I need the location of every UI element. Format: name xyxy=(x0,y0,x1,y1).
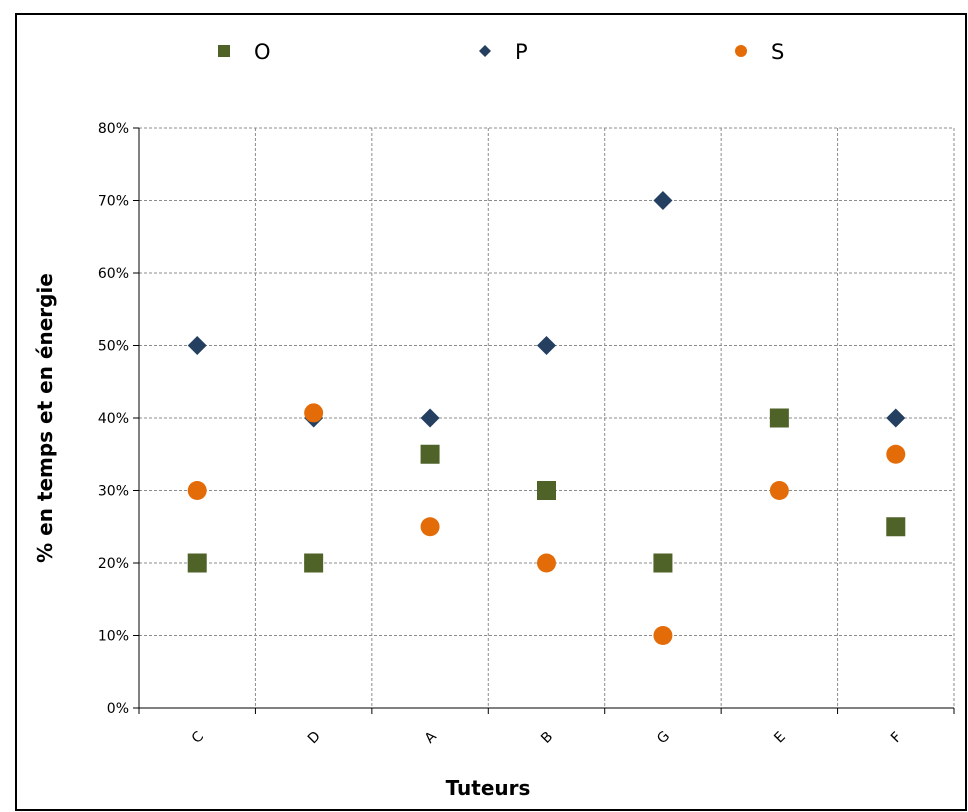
point-p xyxy=(420,408,440,428)
x-axis-title: Tuteurs xyxy=(446,776,531,800)
point-s xyxy=(886,444,906,464)
legend-marker-o xyxy=(218,45,230,57)
point-s xyxy=(537,553,556,573)
y-tick-label: 30% xyxy=(98,484,129,500)
point-o xyxy=(537,481,556,500)
y-tick-label: 60% xyxy=(98,266,129,282)
y-tick-label: 20% xyxy=(98,556,129,572)
point-p xyxy=(653,191,673,210)
y-tick-label: 70% xyxy=(98,194,129,210)
point-o xyxy=(653,553,673,573)
point-p xyxy=(537,336,556,355)
point-o xyxy=(886,517,906,537)
point-s xyxy=(304,403,324,423)
point-p xyxy=(187,336,207,355)
legend-marker-s xyxy=(735,45,747,57)
y-tick-label: 0% xyxy=(107,701,129,717)
axes xyxy=(133,127,955,714)
legend-marker-p xyxy=(479,45,491,57)
y-tick-label: 80% xyxy=(98,121,129,137)
data-points xyxy=(187,191,906,645)
legend-label-p: P xyxy=(515,40,528,64)
point-p xyxy=(886,408,906,428)
point-o xyxy=(187,553,207,573)
y-tick-label: 40% xyxy=(98,411,129,427)
point-s xyxy=(653,626,673,645)
point-s xyxy=(420,517,440,537)
point-o xyxy=(304,553,324,573)
point-s xyxy=(769,481,789,500)
y-axis-title: % en temps et en énergie xyxy=(33,273,57,563)
point-o xyxy=(420,444,440,464)
y-tick-label: 10% xyxy=(98,629,129,645)
point-o xyxy=(769,408,789,428)
legend-label-o: O xyxy=(254,40,271,64)
point-s xyxy=(187,481,207,500)
chart-frame xyxy=(15,13,967,811)
legend-label-s: S xyxy=(771,40,784,64)
y-tick-label: 50% xyxy=(98,339,129,355)
y-tick-labels: 0% 10% 20% 30% 40% 50% 60% 70% 80% xyxy=(98,121,129,717)
